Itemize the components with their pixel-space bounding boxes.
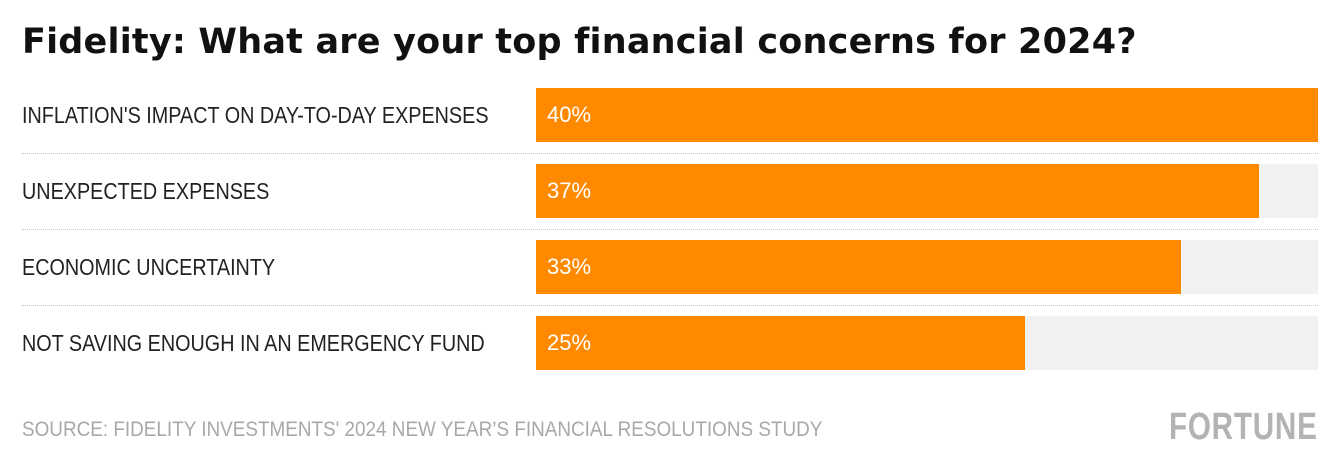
category-label: ECONOMIC UNCERTAINTY <box>22 254 276 280</box>
bar-row: NOT SAVING ENOUGH IN AN EMERGENCY FUND 25… <box>22 316 1318 370</box>
category-label: NOT SAVING ENOUGH IN AN EMERGENCY FUND <box>22 330 485 356</box>
bar-row: UNEXPECTED EXPENSES 37% <box>22 164 1318 218</box>
category-label: UNEXPECTED EXPENSES <box>22 178 270 204</box>
bar-value-label: 37% <box>547 178 592 203</box>
bar-value-label: 40% <box>547 102 592 127</box>
bar: 37% <box>536 164 1260 218</box>
category-label: INFLATION'S IMPACT ON DAY-TO-DAY EXPENSE… <box>22 102 489 128</box>
row-divider <box>22 153 1318 154</box>
row-divider <box>22 305 1318 306</box>
bar-value-label: 33% <box>547 254 592 279</box>
fortune-logo: FORTUNE <box>1169 406 1318 448</box>
bar: 25% <box>536 316 1025 370</box>
bar-track: 25% <box>536 316 1318 370</box>
bar: 33% <box>536 240 1182 294</box>
bar-track: 40% <box>536 88 1318 142</box>
source-note: SOURCE: FIDELITY INVESTMENTS' 2024 NEW Y… <box>22 418 823 441</box>
chart-title: Fidelity: What are your top financial co… <box>22 22 1137 62</box>
bar-track: 33% <box>536 240 1318 294</box>
bar-chart: INFLATION'S IMPACT ON DAY-TO-DAY EXPENSE… <box>0 88 1340 372</box>
bar: 40% <box>536 88 1318 142</box>
bar-track: 37% <box>536 164 1318 218</box>
row-divider <box>22 229 1318 230</box>
bar-row: INFLATION'S IMPACT ON DAY-TO-DAY EXPENSE… <box>22 88 1318 142</box>
bar-value-label: 25% <box>547 330 592 355</box>
bar-row: ECONOMIC UNCERTAINTY 33% <box>22 240 1318 294</box>
